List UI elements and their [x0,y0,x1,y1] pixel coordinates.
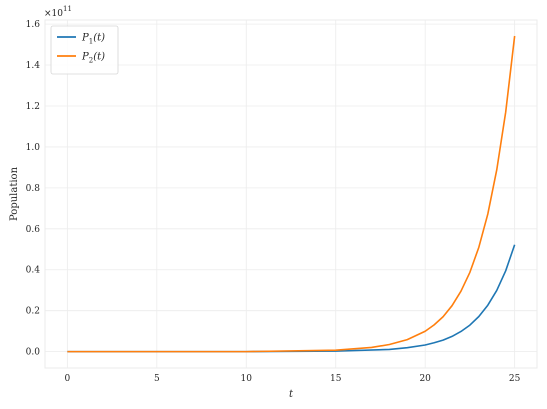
series-line-2 [67,35,516,353]
y-axis-ticks: 0.0 0.2 0.4 0.6 0.8 1.0 1.2 1.4 1.6 [26,20,41,358]
x-tick-label: 25 [509,374,521,384]
y-tick-label: 1.6 [26,20,41,30]
x-axis-ticks: 0 5 10 15 20 25 [64,374,520,384]
y-tick-label: 1.4 [26,61,41,71]
series-layer [67,35,516,353]
plot-area [44,19,538,369]
x-tick-label: 0 [64,374,70,384]
x-tick-label: 10 [241,374,253,384]
grid [45,20,537,368]
x-tick-label: 5 [154,374,160,384]
y-tick-label: 1.0 [26,143,41,153]
legend-label-2: P2(t) [81,52,105,65]
series-line-1 [67,244,516,353]
y-axis-multiplier: ×1011 [44,5,72,19]
x-tick-label: 20 [419,374,431,384]
legend-label-1: P1(t) [81,33,105,46]
y-tick-label: 0.6 [26,225,41,235]
legend-box [50,25,119,75]
y-tick-label: 0.8 [26,184,41,194]
y-tick-label: 0.4 [26,266,41,276]
y-tick-label: 0.2 [26,307,40,317]
legend: P1(t) P2(t) [50,25,119,75]
y-axis-label: Population [9,166,20,221]
x-axis-label: t [289,389,294,400]
y-tick-label: 1.2 [26,102,40,112]
x-tick-label: 15 [330,374,342,384]
y-tick-label: 0.0 [26,348,41,358]
